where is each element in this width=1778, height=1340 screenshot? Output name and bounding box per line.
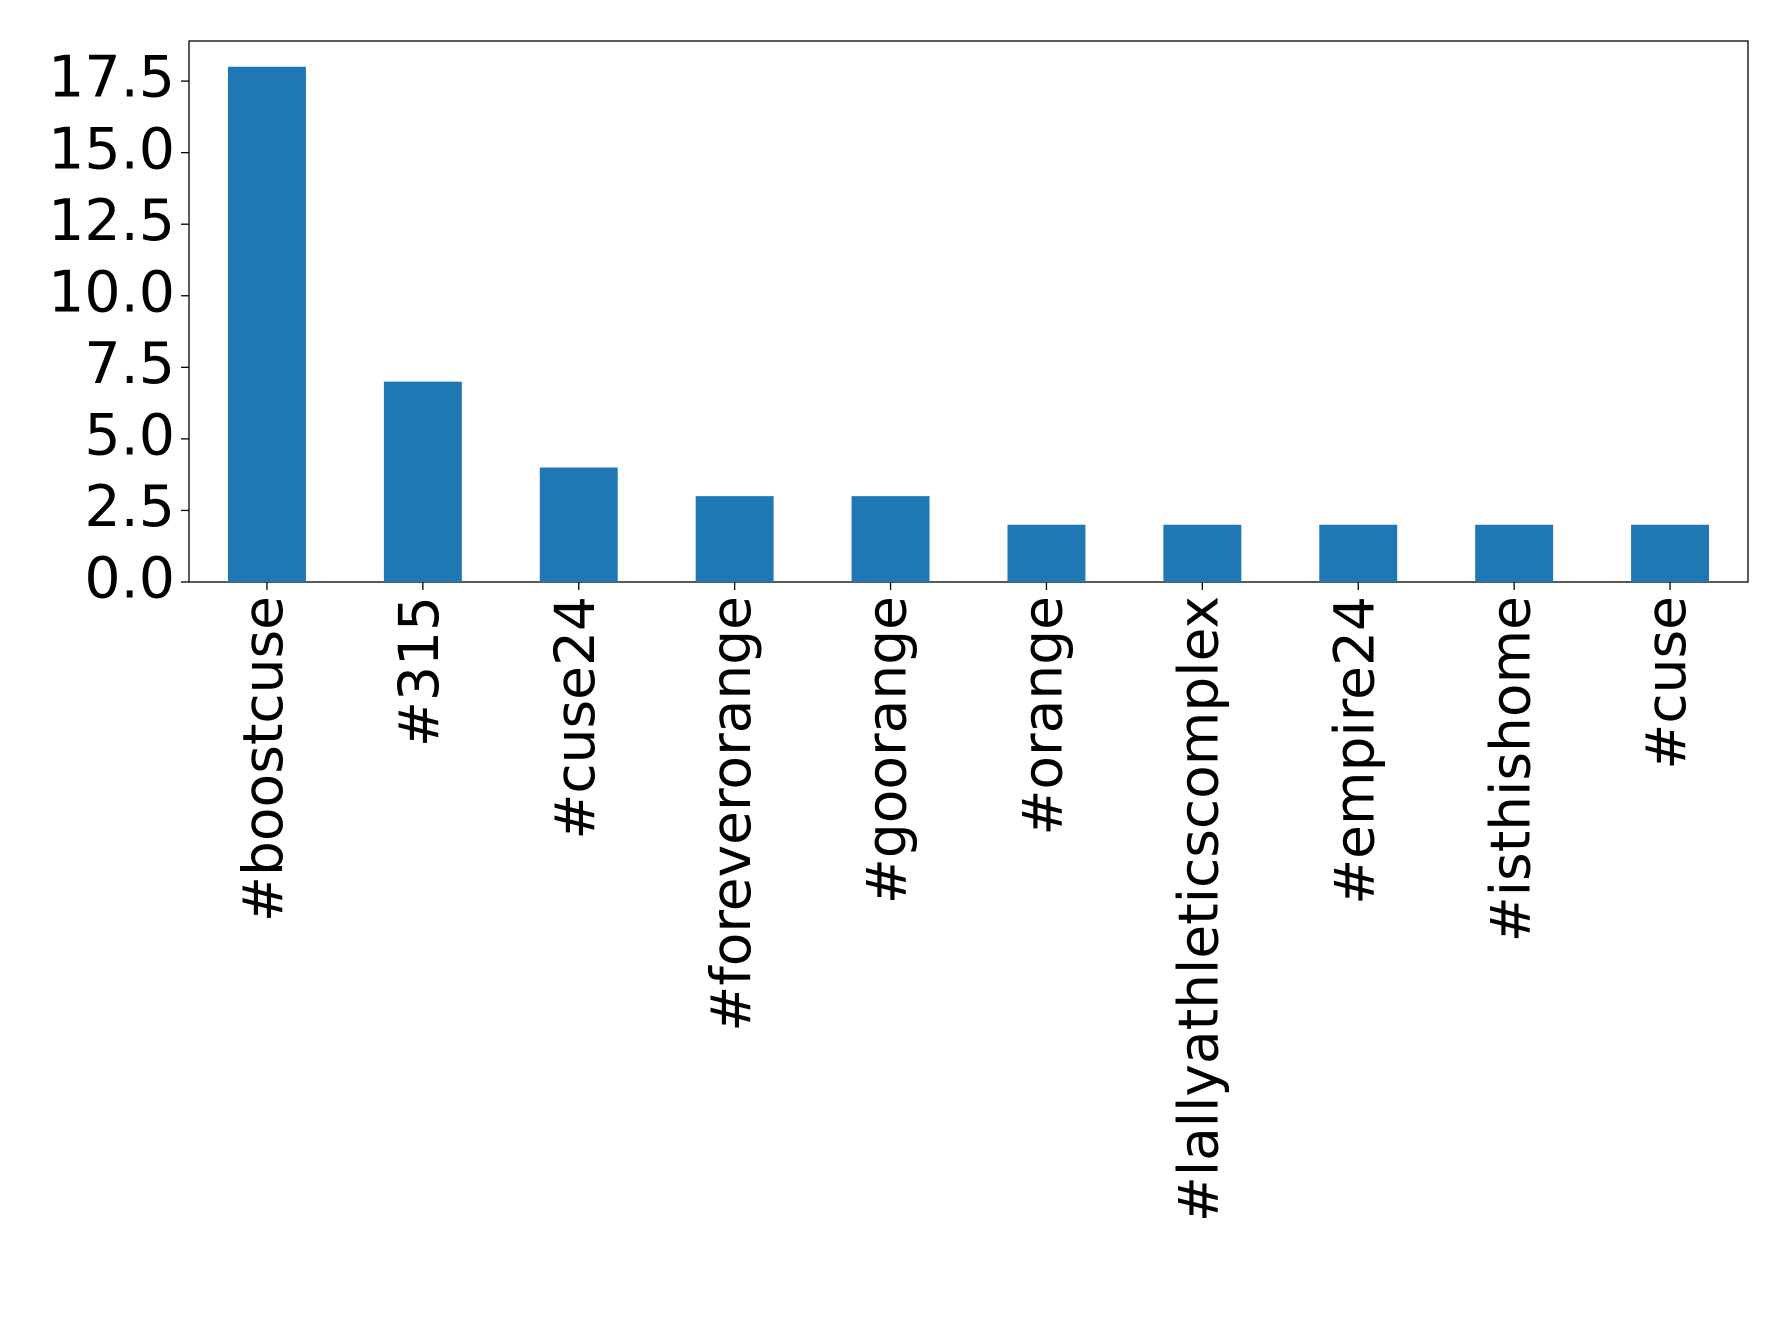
x-tick-label: #isthishome (1478, 596, 1542, 942)
bar (539, 467, 618, 582)
y-tick-label: 12.5 (48, 188, 175, 254)
x-tick-label: #goorange (855, 596, 919, 904)
x-tick-label: #lallyathleticscomplex (1166, 596, 1230, 1222)
bar (1475, 524, 1554, 582)
bar (227, 66, 306, 582)
bar (383, 381, 462, 582)
y-tick-label: 5.0 (84, 403, 175, 469)
x-tick-label: #cuse24 (543, 596, 607, 840)
bar (1319, 524, 1398, 582)
x-tick-label: #empire24 (1322, 596, 1386, 905)
y-tick-label: 15.0 (48, 116, 175, 182)
axes-frame (188, 40, 1749, 583)
x-tick-label: #orange (1011, 596, 1075, 836)
x-tick-label: #foreverorange (699, 596, 763, 1032)
bar (1163, 524, 1242, 582)
bar (695, 496, 774, 582)
bar (1631, 524, 1710, 582)
bar (851, 496, 930, 582)
y-tick-label: 10.0 (48, 259, 175, 325)
bar (1007, 524, 1086, 582)
x-tick-label: #boostcuse (231, 596, 295, 922)
x-tick-label: #cuse (1634, 596, 1698, 770)
y-tick-label: 0.0 (84, 546, 175, 612)
x-tick-label: #315 (387, 596, 451, 747)
y-tick-label: 7.5 (84, 331, 175, 397)
y-tick-label: 17.5 (48, 45, 175, 111)
y-tick-label: 2.5 (84, 474, 175, 540)
